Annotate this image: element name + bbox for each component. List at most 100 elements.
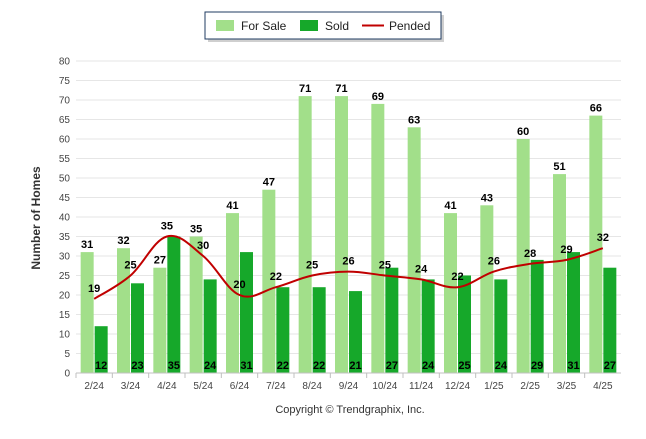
bar-for-sale[interactable]	[480, 205, 494, 373]
y-tick-label: 35	[59, 232, 71, 243]
bar-for-sale[interactable]	[262, 189, 276, 373]
bar-sold[interactable]	[94, 326, 108, 373]
y-tick-label: 75	[59, 76, 71, 87]
y-tick-label: 30	[59, 252, 71, 263]
bar-sold[interactable]	[421, 279, 435, 373]
bar-sold[interactable]	[567, 252, 580, 373]
sold-value-label: 35	[168, 360, 180, 372]
bar-for-sale[interactable]	[226, 213, 239, 373]
bar-sold[interactable]	[530, 259, 544, 373]
pended-line[interactable]	[93, 234, 604, 300]
x-tick-label: 3/24	[121, 381, 141, 392]
legend-label[interactable]: For Sale	[241, 19, 287, 33]
legend-swatch	[300, 20, 318, 31]
pended-value-label: 26	[488, 256, 500, 268]
y-tick-label: 55	[59, 154, 71, 165]
for-sale-value-label: 43	[481, 192, 493, 204]
x-tick-label: 6/24	[230, 381, 250, 392]
bar-sold[interactable]	[385, 267, 399, 373]
sold-value-label: 31	[240, 360, 252, 372]
bar-sold[interactable]	[312, 287, 326, 373]
for-sale-value-label: 35	[190, 224, 202, 236]
bars	[80, 96, 617, 374]
for-sale-value-label: 63	[408, 114, 420, 126]
bar-sold[interactable]	[240, 252, 253, 373]
legend-label[interactable]: Pended	[389, 19, 430, 33]
for-sale-value-label: 41	[226, 200, 238, 212]
for-sale-value-label: 32	[117, 235, 129, 247]
for-sale-value-label: 69	[372, 91, 384, 103]
bar-sold[interactable]	[458, 275, 471, 374]
bar-for-sale[interactable]	[553, 174, 566, 373]
bar-for-sale[interactable]	[80, 252, 94, 373]
y-tick-label: 70	[59, 96, 71, 107]
x-tick-label: 2/25	[520, 381, 540, 392]
bar-sold[interactable]	[276, 287, 290, 373]
for-sale-value-label: 71	[299, 83, 311, 95]
pended-value-label: 25	[124, 260, 136, 272]
for-sale-value-label: 27	[154, 255, 166, 267]
pended-value-label: 25	[306, 260, 318, 272]
legend-swatch	[216, 20, 234, 31]
for-sale-value-label: 66	[590, 103, 602, 115]
grid	[76, 60, 621, 374]
axes: 0 5 10 15 20 25 30 35 40 45 50 55 60 65 70 75 80 2/24 3/24…	[59, 57, 621, 392]
y-tick-label: 80	[59, 57, 71, 68]
data-labels: 31 12 32 23 27 35 35 24 41 31 47 22 71 22 71 21 69 27 63 24…	[81, 83, 616, 372]
for-sale-value-label: 51	[553, 161, 565, 173]
bar-for-sale[interactable]	[189, 236, 203, 374]
x-tick-label: 2/24	[84, 381, 104, 392]
sold-value-label: 29	[531, 360, 543, 372]
x-tick-label: 3/25	[557, 381, 577, 392]
sold-value-label: 24	[422, 360, 435, 372]
pended-value-label: 35	[161, 221, 173, 233]
y-axis-title: Number of Homes	[29, 166, 43, 270]
for-sale-value-label: 41	[444, 200, 456, 212]
x-tick-label: 11/24	[409, 381, 434, 392]
bar-for-sale[interactable]	[407, 127, 421, 373]
bar-sold[interactable]	[603, 267, 617, 373]
y-tick-label: 15	[59, 310, 71, 321]
bar-for-sale[interactable]	[335, 96, 348, 373]
pended-value-label: 26	[342, 256, 354, 268]
pended-value-label: 30	[197, 240, 209, 252]
sold-value-label: 24	[204, 360, 217, 372]
sold-value-label: 25	[458, 360, 470, 372]
y-tick-label: 40	[59, 213, 71, 224]
bar-for-sale[interactable]	[589, 115, 603, 373]
pended-value-label: 32	[597, 232, 609, 244]
bar-sold[interactable]	[349, 291, 362, 373]
sold-value-label: 27	[604, 360, 616, 372]
sold-value-label: 27	[386, 360, 398, 372]
bar-sold[interactable]	[131, 283, 144, 373]
x-tick-label: 7/24	[266, 381, 286, 392]
sold-value-label: 24	[495, 360, 508, 372]
sold-value-label: 22	[277, 360, 289, 372]
x-tick-label: 10/24	[372, 381, 397, 392]
y-tick-label: 20	[59, 291, 71, 302]
pended-value-label: 20	[233, 279, 245, 291]
footer-copyright: Copyright © Trendgraphix, Inc.	[275, 404, 424, 416]
bar-for-sale[interactable]	[444, 213, 457, 373]
x-tick-label: 12/24	[445, 381, 470, 392]
bar-sold[interactable]	[167, 236, 181, 374]
for-sale-value-label: 71	[335, 83, 347, 95]
for-sale-value-label: 47	[263, 177, 275, 189]
y-tick-label: 10	[59, 330, 71, 341]
bar-sold[interactable]	[203, 279, 217, 373]
bar-for-sale[interactable]	[516, 139, 530, 373]
legend-label[interactable]: Sold	[325, 19, 349, 33]
x-tick-label: 1/25	[484, 381, 504, 392]
legend-box	[204, 11, 442, 40]
bar-for-sale[interactable]	[371, 103, 385, 374]
bar-sold[interactable]	[494, 279, 508, 373]
for-sale-value-label: 60	[517, 126, 529, 138]
y-tick-label: 65	[59, 115, 71, 126]
pended-value-label: 24	[415, 263, 428, 275]
pended-value-label: 22	[270, 271, 282, 283]
for-sale-value-label: 31	[81, 239, 93, 251]
sold-value-label: 31	[567, 360, 579, 372]
bar-for-sale[interactable]	[153, 267, 167, 373]
bar-for-sale[interactable]	[298, 96, 312, 373]
x-tick-label: 8/24	[302, 381, 322, 392]
